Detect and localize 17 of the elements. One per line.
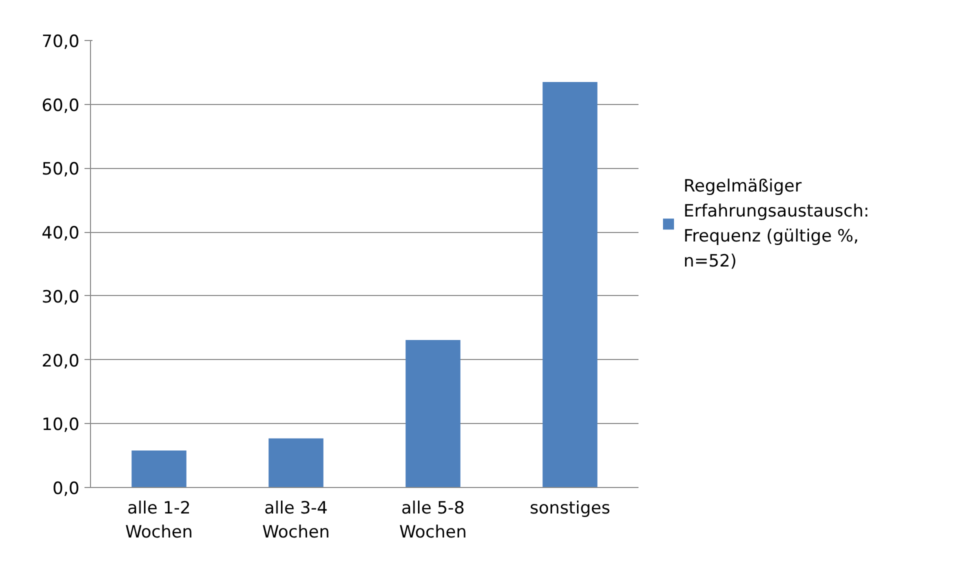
y-tick-label: 70,0 (42, 32, 80, 52)
y-tick-label: 60,0 (42, 96, 80, 116)
bar (268, 438, 324, 488)
x-tick-label: sonstiges (530, 498, 610, 518)
legend-label: Regelmäßiger Erfahrungsaustausch: Frequenz (gültige %, n=52) (684, 176, 870, 272)
x-tick-label: alle 5-8 Wochen (399, 498, 467, 542)
y-tick-label: 0,0 (52, 479, 80, 499)
y-tick-label: 30,0 (42, 287, 80, 308)
y-tick-label: 10,0 (42, 415, 80, 436)
y-tick-label: 20,0 (42, 351, 80, 372)
x-tick-label: alle 3-4 Wochen (262, 498, 330, 542)
y-tick-label: 40,0 (42, 224, 80, 244)
bar (132, 450, 186, 488)
y-tick-label: 50,0 (42, 160, 80, 180)
bar (542, 82, 598, 488)
bar (406, 340, 460, 488)
x-tick-label: alle 1-2 Wochen (125, 498, 193, 542)
